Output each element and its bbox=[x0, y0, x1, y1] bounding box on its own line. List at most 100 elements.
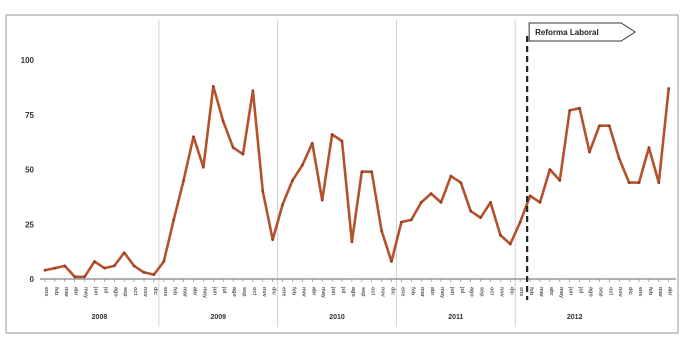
data-point bbox=[212, 84, 215, 88]
data-point bbox=[93, 260, 96, 263]
x-tick-label: ago bbox=[112, 287, 118, 297]
data-point bbox=[479, 216, 482, 219]
x-tick-label: nov bbox=[617, 287, 623, 298]
data-point bbox=[301, 163, 304, 167]
x-tick-label: oct bbox=[607, 287, 613, 295]
data-point bbox=[410, 218, 413, 222]
data-point bbox=[380, 229, 383, 233]
x-tick-label: feb bbox=[291, 287, 297, 296]
x-tick-label: sep bbox=[597, 287, 603, 297]
data-point bbox=[538, 201, 542, 204]
data-point bbox=[311, 141, 314, 145]
x-tick-label: jul bbox=[102, 286, 108, 294]
x-tick-label: ago bbox=[350, 287, 356, 297]
data-point bbox=[469, 209, 473, 213]
x-tick-label: ene bbox=[518, 287, 524, 296]
data-point bbox=[400, 220, 403, 224]
x-tick-label: ene bbox=[637, 287, 643, 296]
x-tick-label: may bbox=[558, 287, 564, 299]
year-label: 2010 bbox=[329, 314, 345, 321]
data-point bbox=[360, 170, 364, 173]
data-point bbox=[43, 268, 47, 272]
data-point bbox=[231, 146, 235, 149]
x-tick-label: jun bbox=[330, 286, 336, 296]
x-tick-label: may bbox=[320, 287, 326, 299]
data-point bbox=[657, 181, 661, 184]
x-tick-label: oct bbox=[489, 287, 495, 295]
series-line bbox=[43, 85, 670, 279]
x-tick-label: jun bbox=[568, 286, 574, 296]
x-tick-label: feb bbox=[647, 287, 653, 296]
data-point bbox=[340, 139, 344, 143]
x-tick-label: mar bbox=[419, 287, 425, 298]
x-tick-label: jul bbox=[578, 286, 584, 294]
x-tick-label: nov bbox=[261, 287, 267, 298]
x-tick-label: ene bbox=[281, 287, 287, 296]
x-tick-label: feb bbox=[409, 287, 415, 296]
x-tick-label: mar bbox=[300, 287, 306, 298]
data-point bbox=[419, 201, 423, 204]
data-point bbox=[202, 166, 205, 169]
data-point bbox=[320, 198, 324, 202]
x-tick-label: oct bbox=[132, 287, 138, 295]
data-point bbox=[429, 192, 433, 195]
x-tick-label: ago bbox=[469, 287, 475, 297]
x-tick-label: abr bbox=[429, 287, 435, 296]
x-tick-label: nov bbox=[498, 287, 504, 298]
x-tick-label: jul bbox=[221, 286, 227, 294]
data-point bbox=[568, 109, 571, 112]
x-tick-label: abr bbox=[667, 287, 673, 296]
data-point bbox=[588, 150, 591, 154]
data-point bbox=[122, 251, 126, 255]
x-tick-label: mar bbox=[538, 287, 544, 298]
data-point bbox=[528, 194, 532, 198]
annotation-label: Reforma Laboral bbox=[535, 28, 599, 37]
data-point bbox=[261, 190, 265, 193]
data-point bbox=[330, 133, 334, 136]
x-tick-label: abr bbox=[73, 287, 79, 296]
data-point bbox=[83, 275, 86, 279]
data-point bbox=[637, 181, 641, 184]
data-point bbox=[182, 179, 185, 182]
x-tick-label: abr bbox=[310, 287, 316, 296]
data-point bbox=[291, 179, 294, 182]
data-point bbox=[221, 120, 225, 123]
data-point bbox=[370, 170, 374, 173]
data-point bbox=[113, 264, 116, 268]
x-tick-label: dic bbox=[271, 287, 277, 295]
data-point bbox=[53, 266, 57, 270]
x-tick-label: ago bbox=[588, 287, 594, 297]
y-tick-label: 0 bbox=[30, 275, 35, 284]
data-point bbox=[499, 233, 502, 237]
data-point bbox=[241, 152, 245, 156]
x-tick-label: mar bbox=[182, 287, 188, 298]
x-tick-label: jun bbox=[449, 286, 455, 296]
data-point bbox=[489, 201, 492, 204]
x-tick-label: ene bbox=[43, 287, 49, 296]
x-tick-label: abr bbox=[548, 287, 554, 296]
x-tick-label: sep bbox=[479, 287, 485, 297]
data-point bbox=[608, 124, 611, 127]
x-tick-label: nov bbox=[142, 287, 148, 298]
y-tick-label: 25 bbox=[25, 220, 34, 229]
x-tick-label: ago bbox=[231, 287, 237, 297]
data-point bbox=[172, 218, 175, 222]
data-point bbox=[518, 220, 522, 224]
x-tick-label: jul bbox=[340, 286, 346, 294]
x-tick-label: feb bbox=[528, 287, 534, 296]
data-point bbox=[350, 240, 354, 244]
year-label: 2008 bbox=[92, 314, 108, 321]
x-tick-label: may bbox=[201, 287, 207, 299]
data-point bbox=[63, 264, 67, 268]
data-point bbox=[598, 124, 601, 127]
x-tick-label: jul bbox=[459, 286, 465, 294]
y-tick-label: 100 bbox=[21, 56, 35, 65]
x-tick-label: dic bbox=[152, 287, 158, 295]
data-point bbox=[142, 271, 146, 274]
data-point bbox=[627, 181, 631, 184]
data-point bbox=[647, 146, 651, 149]
data-point bbox=[459, 181, 463, 184]
x-tick-label: mar bbox=[63, 287, 69, 298]
